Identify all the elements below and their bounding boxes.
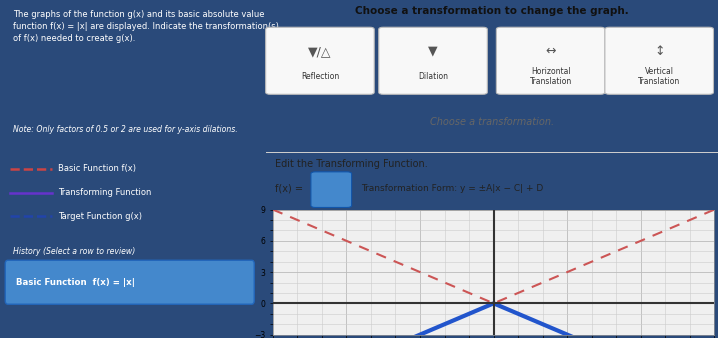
Text: Dilation: Dilation — [418, 72, 448, 81]
Text: Basic Function f(x): Basic Function f(x) — [57, 165, 136, 173]
Text: ↕: ↕ — [654, 45, 664, 58]
Text: Target Function g(x): Target Function g(x) — [57, 212, 141, 221]
Text: Transforming Function: Transforming Function — [57, 188, 151, 197]
FancyBboxPatch shape — [605, 27, 714, 94]
Text: Note: Only factors of 0.5 or 2 are used for y-axis dilations.: Note: Only factors of 0.5 or 2 are used … — [13, 125, 238, 134]
Text: The graphs of the function g(x) and its basic absolute value
function f(x) = |x|: The graphs of the function g(x) and its … — [13, 10, 279, 43]
Text: ↔: ↔ — [546, 45, 556, 58]
Text: Horizontal
Translation: Horizontal Translation — [529, 67, 572, 86]
FancyBboxPatch shape — [379, 27, 488, 94]
Text: Transformation Form: y = ±A|x − C| + D: Transformation Form: y = ±A|x − C| + D — [360, 184, 543, 193]
FancyBboxPatch shape — [311, 172, 352, 208]
Text: Choose a transformation.: Choose a transformation. — [430, 117, 554, 126]
Text: Choose a transformation to change the graph.: Choose a transformation to change the gr… — [355, 6, 629, 16]
FancyBboxPatch shape — [5, 260, 254, 304]
FancyBboxPatch shape — [496, 27, 605, 94]
Text: Edit the Transforming Function.: Edit the Transforming Function. — [275, 159, 427, 169]
Text: Basic Function  f(x) = |x|: Basic Function f(x) = |x| — [16, 278, 135, 287]
Text: History (Select a row to review): History (Select a row to review) — [13, 247, 136, 256]
Text: Vertical
Translation: Vertical Translation — [638, 67, 681, 86]
Text: ▼/△: ▼/△ — [308, 45, 332, 58]
Text: f(x) =: f(x) = — [275, 184, 303, 194]
FancyBboxPatch shape — [266, 27, 374, 94]
Text: Reflection: Reflection — [301, 72, 339, 81]
Text: ▼: ▼ — [428, 45, 438, 58]
FancyBboxPatch shape — [266, 152, 718, 153]
